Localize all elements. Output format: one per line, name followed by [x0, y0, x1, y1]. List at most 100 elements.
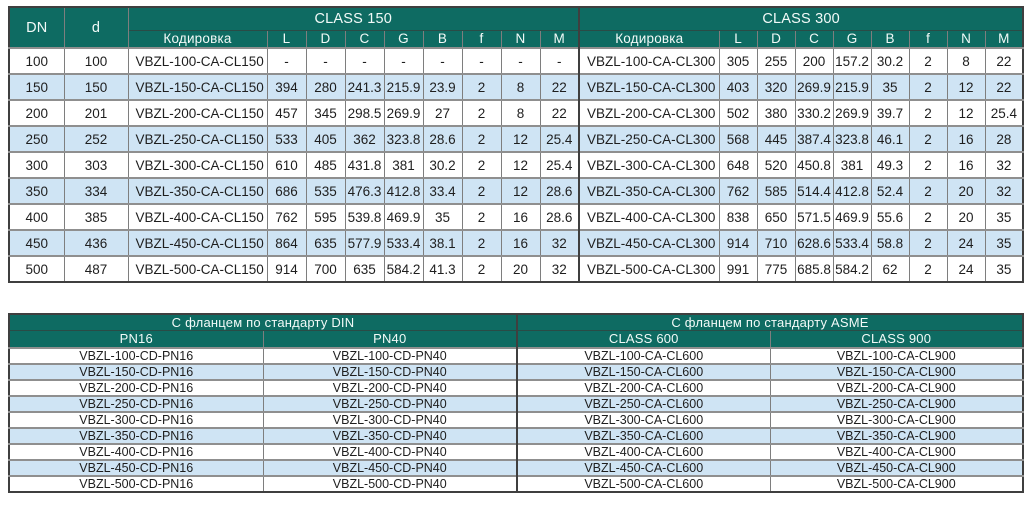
flange-code: VBZL-350-CD-PN16: [8, 426, 263, 444]
dimension-row-dn-350: 350 334 VBZL-350-CA-CL150 686 535 476.3 412.8 3…: [8, 177, 1024, 204]
dim-value: 255: [756, 47, 796, 74]
flange-code: VBZL-300-CA-CL600: [516, 410, 770, 428]
dim-value: 2: [461, 203, 501, 230]
dim-value: 39.7: [870, 99, 910, 126]
dim-value: 25.4: [984, 99, 1024, 126]
code-value: VBZL-200-CA-CL300: [578, 99, 720, 126]
d-value: 334: [63, 177, 128, 204]
dimension-row-dn-500: 500 487 VBZL-500-CA-CL150 914 700 635 584.2 41.…: [8, 255, 1024, 282]
dim-value: -: [500, 47, 540, 74]
d-value: 385: [63, 203, 128, 230]
dim-value: 412.8: [383, 177, 423, 204]
dn-value: 400: [8, 203, 64, 230]
dimension-row-dn-150: 150 150 VBZL-150-CA-CL150 394 280 241.3 215.9 2…: [8, 73, 1024, 100]
dim-column-header-f: f: [908, 29, 948, 48]
code-value: VBZL-350-CA-CL150: [127, 177, 267, 204]
dim-value: 394: [266, 73, 306, 100]
dim-value: 635: [344, 255, 384, 282]
flange-codes-table-body: VBZL-100-CD-PN16 VBZL-100-CD-PN40 VBZL-100…: [8, 346, 1024, 492]
dim-value: 35: [984, 229, 1024, 256]
dim-value: 2: [461, 125, 501, 152]
col-header-dn: DN: [8, 7, 64, 48]
dim-value: 323.8: [832, 125, 872, 152]
dim-value: 28.6: [539, 203, 580, 230]
flange-code: VBZL-250-CD-PN40: [262, 394, 517, 412]
dimension-row-dn-450: 450 436 VBZL-450-CA-CL150 864 635 577.9 533.4 3…: [8, 229, 1024, 256]
dim-value: -: [422, 47, 462, 74]
flange-code: VBZL-350-CA-CL600: [516, 426, 770, 444]
code-value: VBZL-250-CA-CL150: [127, 125, 267, 152]
dim-value: 362: [344, 125, 384, 152]
dim-value: 25.4: [539, 125, 580, 152]
dim-value: 2: [461, 151, 501, 178]
flange-code: VBZL-200-CD-PN40: [262, 378, 517, 396]
dim-value: 345: [305, 99, 345, 126]
dim-value: 28.6: [539, 177, 580, 204]
asme-section-header: С фланцем по стандарту ASME: [515, 314, 1024, 331]
flange-code: VBZL-500-CA-CL900: [769, 474, 1024, 492]
dn-value: 100: [8, 47, 64, 74]
dim-value: 485: [305, 151, 345, 178]
dim-value: 280: [305, 73, 345, 100]
dim-value: 585: [756, 177, 796, 204]
dim-column-header-m: M: [539, 29, 580, 48]
dim-value: 32: [539, 255, 580, 282]
dim-value: 35: [422, 203, 462, 230]
dim-value: 215.9: [832, 73, 872, 100]
dim-value: 2: [908, 203, 948, 230]
dim-value: 241.3: [344, 73, 384, 100]
dim-column-header-c: C: [344, 29, 384, 48]
dim-value: 991: [718, 255, 758, 282]
d-value: 201: [63, 99, 128, 126]
code-value: VBZL-300-CA-CL150: [127, 151, 267, 178]
flange-code: VBZL-100-CD-PN40: [262, 346, 517, 364]
dim-value: 49.3: [870, 151, 910, 178]
flange-code-row: VBZL-350-CD-PN16 VBZL-350-CD-PN40 VBZL-350…: [8, 426, 1024, 444]
dim-value: 450.8: [794, 151, 834, 178]
dim-value: 28.6: [422, 125, 462, 152]
flange-code: VBZL-500-CD-PN40: [262, 474, 517, 492]
dim-value: 24: [946, 255, 986, 282]
dim-value: 535: [305, 177, 345, 204]
flange-code: VBZL-450-CD-PN16: [8, 458, 263, 476]
flange-code: VBZL-350-CA-CL900: [769, 426, 1024, 444]
dim-value: 12: [946, 73, 986, 100]
dim-value: 33.4: [422, 177, 462, 204]
dim-value: 23.9: [422, 73, 462, 100]
dim-value: 469.9: [383, 203, 423, 230]
pn16-column-header: PN16: [8, 330, 263, 348]
dim-column-header-d: D: [756, 29, 796, 48]
dim-value: -: [344, 47, 384, 74]
dim-value: 32: [539, 229, 580, 256]
dim-value: 775: [756, 255, 796, 282]
dim-value: 628.6: [794, 229, 834, 256]
flange-code: VBZL-400-CA-CL600: [516, 442, 770, 460]
code-value: VBZL-100-CA-CL300: [578, 47, 720, 74]
dim-value: 8: [500, 99, 540, 126]
class300-section-header: CLASS 300: [578, 7, 1024, 30]
dim-value: 16: [500, 229, 540, 256]
flange-code: VBZL-250-CA-CL900: [769, 394, 1024, 412]
d-value: 252: [63, 125, 128, 152]
dim-value: 269.9: [832, 99, 872, 126]
dn-value: 200: [8, 99, 64, 126]
dim-column-header-c: C: [794, 29, 834, 48]
dim-value: 46.1: [870, 125, 910, 152]
dim-column-header-l: L: [718, 29, 758, 48]
dim-column-header-l: L: [266, 29, 306, 48]
dim-value: -: [461, 47, 501, 74]
dim-value: 533: [266, 125, 306, 152]
flange-code-row: VBZL-100-CD-PN16 VBZL-100-CD-PN40 VBZL-100…: [8, 346, 1024, 364]
dim-value: 520: [756, 151, 796, 178]
dn-value: 250: [8, 125, 64, 152]
dim-value: 762: [718, 177, 758, 204]
dim-value: 405: [305, 125, 345, 152]
dim-value: 20: [946, 177, 986, 204]
flange-code: VBZL-500-CD-PN16: [8, 474, 263, 492]
dim-value: 16: [946, 151, 986, 178]
flange-code: VBZL-100-CA-CL900: [769, 346, 1024, 364]
dim-value: 502: [718, 99, 758, 126]
flange-code: VBZL-200-CA-CL600: [516, 378, 770, 396]
dim-value: 2: [908, 125, 948, 152]
dim-value: 2: [908, 255, 948, 282]
